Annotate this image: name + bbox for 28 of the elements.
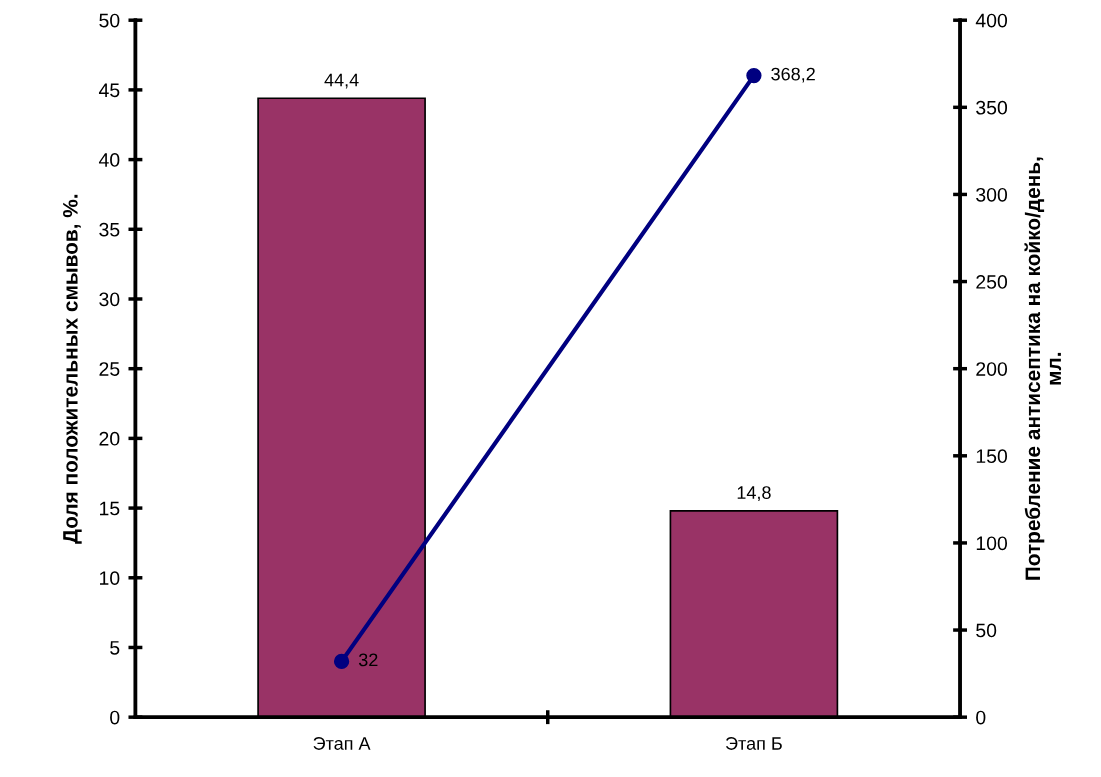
x-tick-label: Этап А [313,737,371,750]
y2-tick-label: 200 [976,362,1008,376]
y2-tick-label: 300 [976,187,1008,202]
y-tick-label: 30 [99,292,120,307]
y-tick-label: 45 [98,83,120,98]
y-tick-label: 50 [99,13,120,28]
y2-tick-label: 100 [976,536,1008,551]
y2-tick-label: 250 [976,275,1008,289]
y2-axis-title: Потребление антисептика на койко/день, мл. [1024,157,1062,580]
y2-tick-label: 150 [976,449,1008,464]
y-axis-title: Доля положительных смывов, %. [63,194,82,544]
data-label: 368,2 [771,67,815,83]
y2-tick-label: 400 [975,13,1008,28]
y-tick-label: 25 [99,362,120,376]
y-tick-label: 20 [99,431,120,446]
x-tick-label: Этап Б [725,737,782,750]
y2-tick-label: 0 [976,710,986,725]
y-tick-label: 35 [99,222,120,237]
data-label: 14,8 [737,486,771,502]
data-label: 32 [358,653,378,667]
y2-tick-label: 50 [976,623,997,638]
data-label: 44,4 [324,73,359,89]
y-tick-label: 10 [100,571,120,586]
y-tick-label: 40 [98,153,120,167]
y-tick-label: 0 [110,710,120,725]
y-tick-label: 5 [110,641,120,655]
y-tick-label: 15 [100,501,120,516]
y2-tick-label: 350 [976,100,1008,115]
